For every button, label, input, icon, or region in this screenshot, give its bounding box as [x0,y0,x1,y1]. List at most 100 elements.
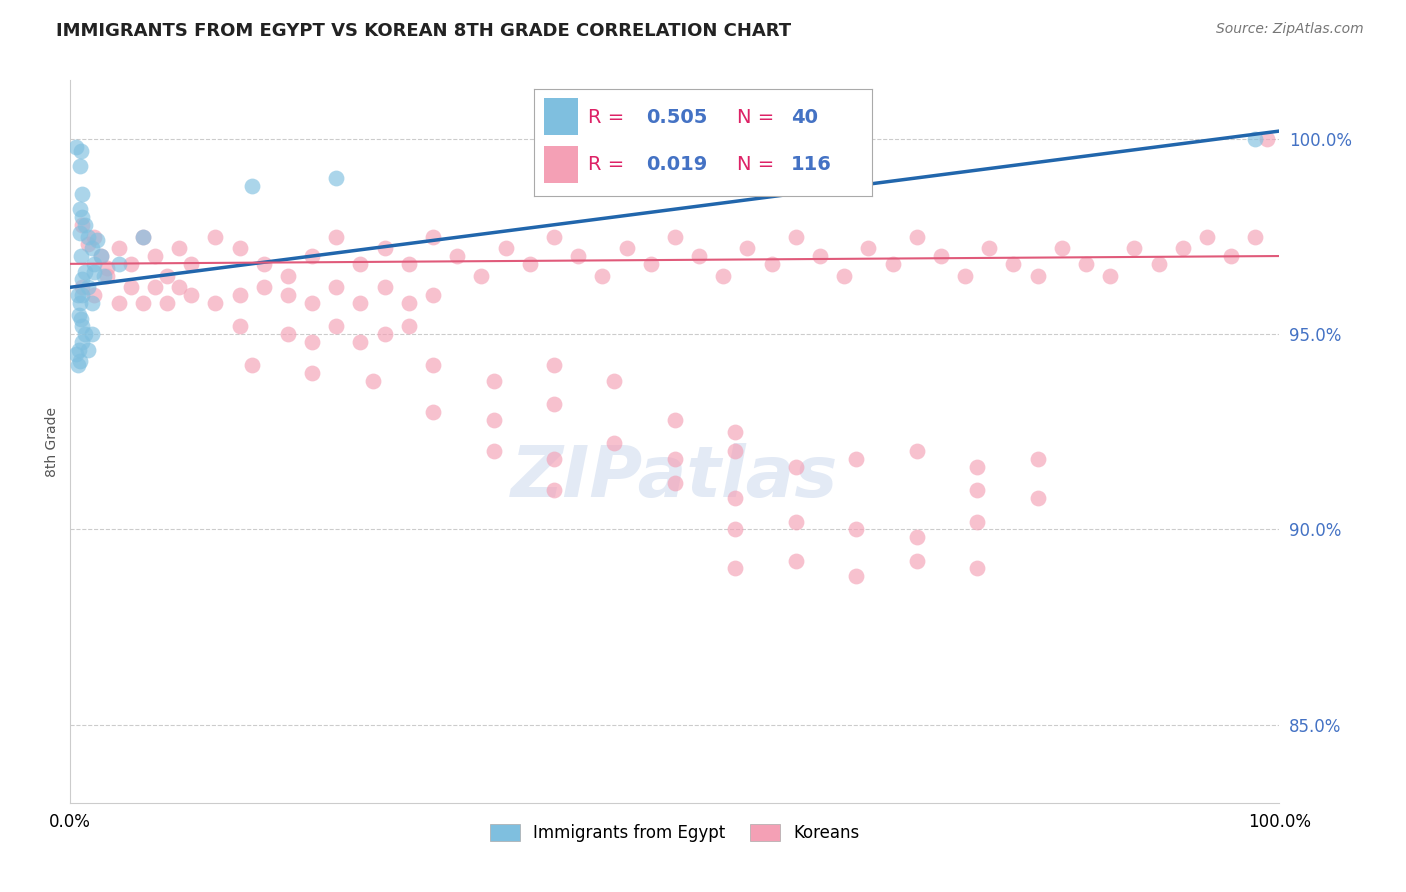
Point [832,268,855,283]
Point [858,241,880,255]
Point [240,359,263,373]
Point [180,257,202,271]
Point [132,229,155,244]
Point [72,218,94,232]
Point [72,280,94,294]
Point [361,374,384,388]
Point [543,397,565,411]
Point [349,334,371,349]
Text: N =: N = [737,154,780,174]
FancyBboxPatch shape [544,146,578,184]
Point [398,257,420,271]
Text: 40: 40 [790,108,818,127]
Point [73,265,96,279]
Point [69,159,91,173]
Point [543,452,565,467]
Point [446,249,468,263]
Point [72,334,94,349]
Point [83,265,105,279]
Point [83,288,105,302]
Point [664,452,686,467]
Point [591,268,613,283]
Point [603,436,626,450]
Point [482,413,505,427]
Point [422,229,444,244]
Point [482,374,505,388]
Point [603,374,626,388]
Point [953,268,976,283]
Point [93,268,115,283]
Point [70,311,93,326]
Point [422,359,444,373]
Point [905,229,928,244]
Point [240,178,263,193]
Point [724,561,747,575]
Point [374,241,396,255]
Text: R =: R = [588,108,631,127]
Point [724,425,747,439]
Text: IMMIGRANTS FROM EGYPT VS KOREAN 8TH GRADE CORRELATION CHART: IMMIGRANTS FROM EGYPT VS KOREAN 8TH GRAD… [56,22,792,40]
Point [167,241,190,255]
Point [979,241,1001,255]
Point [83,229,105,244]
Point [422,288,444,302]
Point [69,226,91,240]
Point [711,268,734,283]
Point [1256,132,1278,146]
Point [1026,452,1049,467]
Point [70,249,93,263]
Point [688,249,710,263]
Point [905,444,928,458]
Point [1123,241,1146,255]
Point [301,366,323,380]
Point [785,515,807,529]
Point [83,257,105,271]
Point [277,288,299,302]
Point [1074,257,1097,271]
Point [80,241,103,255]
Point [66,288,89,302]
Point [90,249,111,263]
Point [905,530,928,544]
Y-axis label: 8th Grade: 8th Grade [45,407,59,476]
Point [966,459,988,474]
Point [882,257,904,271]
Point [77,343,100,357]
Point [567,147,589,161]
Point [664,229,686,244]
Point [664,475,686,490]
Point [72,319,94,334]
Point [845,452,868,467]
Legend: Immigrants from Egypt, Koreans: Immigrants from Egypt, Koreans [484,817,866,848]
Point [107,241,129,255]
Point [966,483,988,498]
Point [253,257,276,271]
Point [77,237,100,252]
Point [70,144,93,158]
Text: ZIPatlas: ZIPatlas [512,443,838,512]
Point [374,280,396,294]
Point [132,296,155,310]
Point [107,296,129,310]
Point [1099,268,1122,283]
Point [301,249,323,263]
Point [180,288,202,302]
Point [737,241,759,255]
Point [72,186,94,201]
Point [785,229,807,244]
Point [929,249,952,263]
Point [398,319,420,334]
Point [724,491,747,505]
Point [167,280,190,294]
Point [325,170,347,185]
FancyBboxPatch shape [544,98,578,136]
Point [374,327,396,342]
Point [65,139,87,153]
Point [73,327,96,342]
Text: Source: ZipAtlas.com: Source: ZipAtlas.com [1216,22,1364,37]
Text: 116: 116 [790,154,831,174]
Text: N =: N = [737,108,780,127]
Text: 0.505: 0.505 [645,108,707,127]
Point [120,280,142,294]
Point [1220,249,1243,263]
